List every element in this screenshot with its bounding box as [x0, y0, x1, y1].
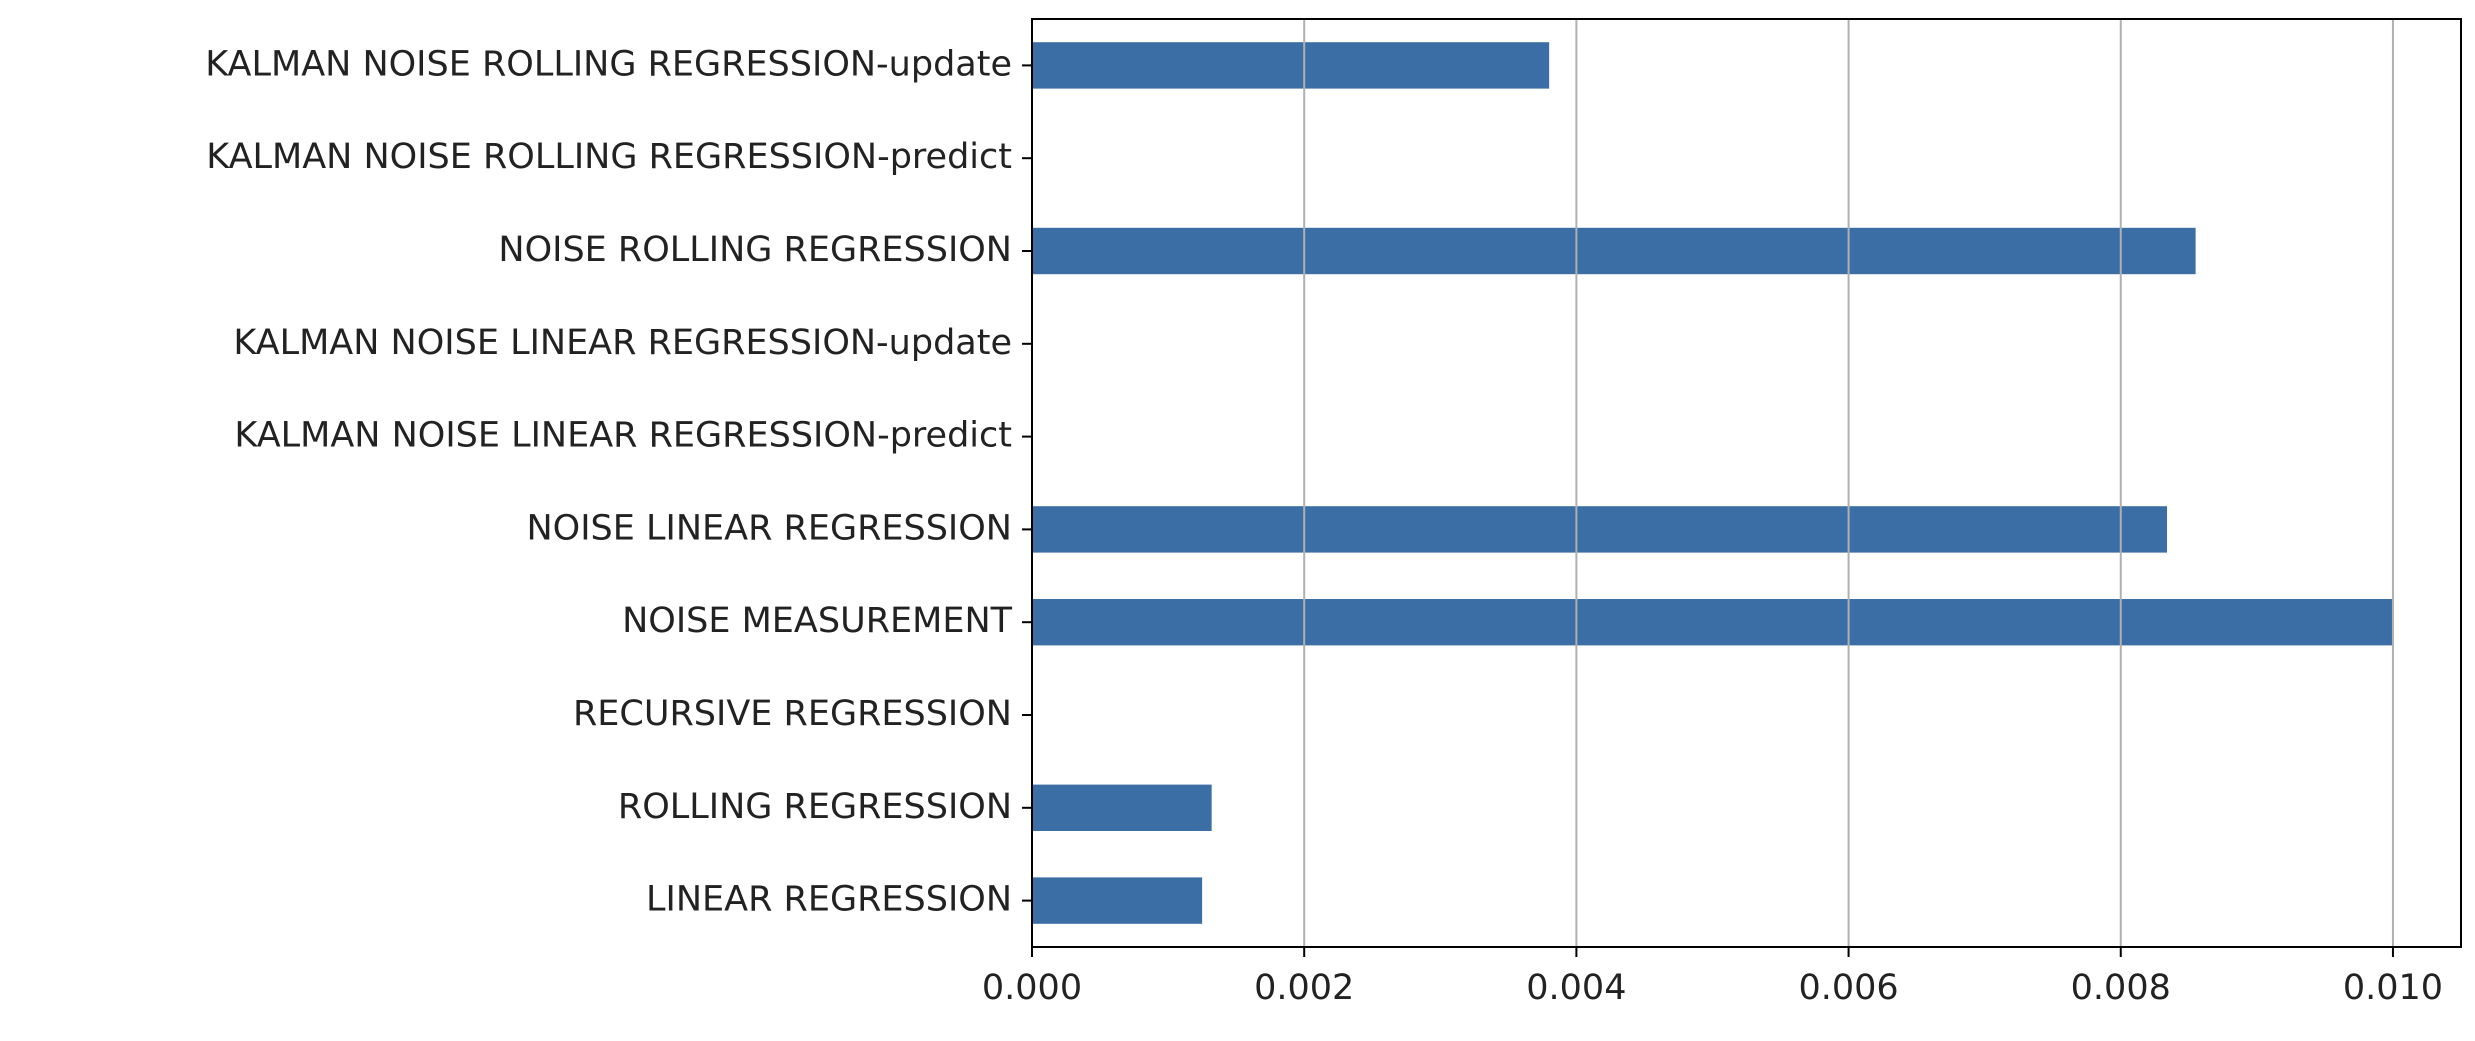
bar: [1032, 784, 1212, 831]
y-tick-label: KALMAN NOISE LINEAR REGRESSION-predict: [234, 416, 1012, 456]
y-tick-label: NOISE MEASUREMENT: [622, 601, 1013, 641]
y-tick-label: KALMAN NOISE LINEAR REGRESSION-update: [233, 323, 1012, 363]
y-tick-label: KALMAN NOISE ROLLING REGRESSION-update: [205, 44, 1012, 84]
x-tick-label: 0.008: [2071, 968, 2171, 1008]
bar: [1032, 599, 2393, 646]
bar: [1032, 227, 2196, 275]
x-tick-label: 0.010: [2343, 968, 2443, 1008]
y-tick-label: NOISE LINEAR REGRESSION: [527, 508, 1013, 548]
y-tick-label: KALMAN NOISE ROLLING REGRESSION-predict: [206, 137, 1012, 177]
x-tick-label: 0.002: [1254, 968, 1354, 1008]
y-tick-label: RECURSIVE REGRESSION: [573, 694, 1012, 734]
y-tick-label: NOISE ROLLING REGRESSION: [498, 230, 1012, 270]
bar: [1032, 42, 1550, 89]
y-tick-label: ROLLING REGRESSION: [618, 787, 1012, 827]
x-tick-label: 0.006: [1798, 968, 1898, 1008]
bar: [1032, 506, 2168, 553]
x-tick-label: 0.000: [982, 968, 1082, 1008]
plot-frame: [1031, 18, 2462, 948]
y-tick-label: LINEAR REGRESSION: [646, 880, 1012, 920]
bar: [1032, 877, 1203, 924]
x-tick-label: 0.004: [1526, 968, 1626, 1008]
